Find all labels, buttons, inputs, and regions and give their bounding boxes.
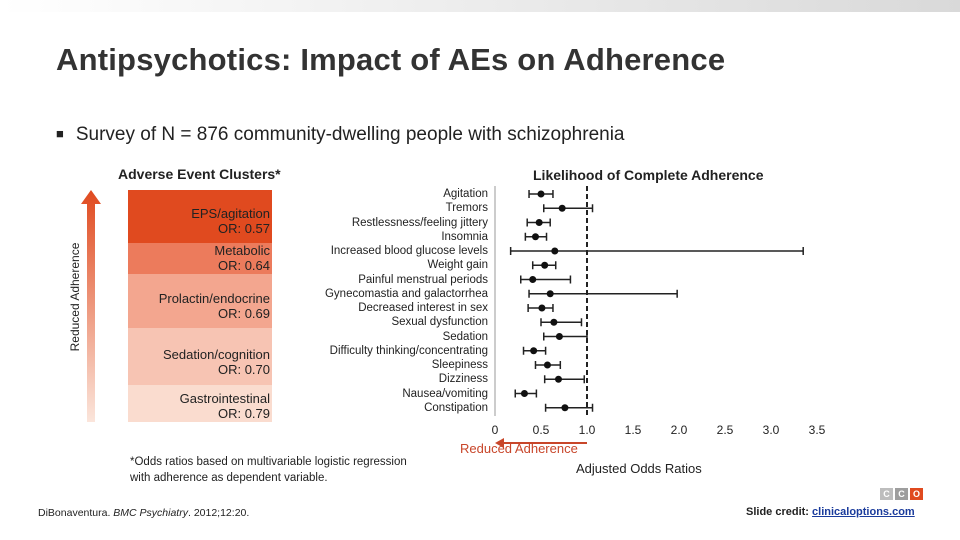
ae-label: Difficulty thinking/concentrating [329, 344, 488, 357]
or-point [530, 347, 538, 355]
cluster-or: OR: 0.57 [217, 221, 270, 236]
cluster-metabolic: Metabolic OR: 0.64 [128, 243, 272, 274]
credit-label: Slide credit: [746, 506, 813, 518]
x-tick-label: 1.5 [625, 423, 642, 437]
ae-label: Restlessness/feeling jittery [351, 216, 488, 229]
clusters-heading: Adverse Event Clusters* [118, 166, 281, 182]
bullet-text: Survey of N = 876 community-dwelling peo… [75, 124, 625, 145]
or-point [558, 204, 566, 212]
ae-label: Constipation [424, 401, 488, 414]
or-point [535, 219, 543, 226]
ae-label: Agitation [443, 188, 488, 200]
cluster-or: OR: 0.70 [217, 362, 270, 377]
logo-letter: C [895, 488, 908, 500]
ae-label: Dizziness [438, 373, 488, 386]
x-tick-label: 1.0 [579, 423, 596, 437]
or-point [537, 190, 545, 198]
or-point [554, 375, 562, 383]
citation-authors: DiBonaventura. [38, 507, 114, 519]
slide-title: Antipsychotics: Impact of AEs on Adheren… [56, 42, 726, 77]
or-point [546, 290, 554, 298]
cluster-eps-agitation: EPS/agitation OR: 0.57 [128, 190, 272, 243]
citation: DiBonaventura. BMC Psychiatry. 2012;12:2… [38, 507, 249, 519]
cluster-name: Metabolic [214, 243, 270, 258]
citation-details: . 2012;12:20. [187, 507, 250, 519]
cluster-name: Sedation/cognition [163, 347, 270, 362]
cco-logo: C C O [880, 488, 923, 500]
slide-credit: Slide credit: clinicaloptions.com [746, 506, 915, 518]
reduced-adherence-note: Reduced Adherence [460, 441, 578, 456]
or-point [543, 361, 551, 369]
bullet-square-icon: ■ [56, 126, 64, 141]
ae-label: Gynecomastia and galactorrhea [324, 287, 488, 300]
x-tick-label: 0 [492, 423, 499, 437]
or-point [531, 233, 539, 241]
chart-title: Likelihood of Complete Adherence [533, 167, 764, 183]
top-bar [0, 0, 960, 12]
ae-label: Weight gain [427, 259, 488, 272]
logo-letter: O [910, 488, 923, 500]
x-tick-label: 0.5 [533, 423, 550, 437]
up-arrow-icon [81, 190, 101, 422]
x-tick-label: 2.0 [671, 423, 688, 437]
x-tick-label: 2.5 [717, 423, 734, 437]
cluster-sedation-cognition: Sedation/cognition OR: 0.70 [128, 328, 272, 385]
cluster-or: OR: 0.79 [217, 406, 270, 421]
reduced-adherence-arrow-head [495, 438, 504, 448]
footnote-line-1: *Odds ratios based on multivariable logi… [130, 456, 407, 468]
or-point [538, 304, 546, 312]
cluster-prolactin-endocrine: Prolactin/endocrine OR: 0.69 [128, 274, 272, 328]
cluster-name: Gastrointestinal [179, 391, 270, 406]
or-point [550, 318, 558, 326]
cluster-or: OR: 0.64 [217, 258, 270, 273]
bullet-point: ■ Survey of N = 876 community-dwelling pe… [56, 124, 625, 146]
ae-label: Decreased interest in sex [358, 302, 488, 314]
credit-link[interactable]: clinicaloptions.com [812, 506, 915, 518]
ae-label: Sleepiness [431, 359, 488, 371]
cluster-gastrointestinal: Gastrointestinal OR: 0.79 [128, 385, 272, 422]
footnote-line-2: with adherence as dependent variable. [130, 472, 328, 484]
citation-journal: BMC Psychiatry [113, 507, 188, 519]
x-axis-label: Adjusted Odds Ratios [576, 461, 702, 476]
or-point [529, 276, 537, 283]
ae-label: Nausea/vomiting [402, 387, 488, 400]
or-point [555, 333, 563, 340]
ae-label: Sexual dysfunction [391, 316, 488, 329]
or-point [561, 404, 569, 412]
x-tick-label: 3.0 [763, 423, 780, 437]
or-point [551, 247, 559, 255]
ae-label: Insomnia [441, 230, 488, 243]
cluster-name: Prolactin/endocrine [158, 291, 270, 306]
ae-label: Painful menstrual periods [358, 273, 488, 286]
or-point [520, 390, 528, 397]
logo-letter: C [880, 488, 893, 500]
or-point [541, 261, 549, 269]
cluster-name: EPS/agitation [191, 206, 270, 221]
ae-label: Increased blood glucose levels [330, 245, 488, 257]
ae-label: Sedation [442, 330, 488, 343]
cluster-or: OR: 0.69 [217, 306, 270, 321]
x-tick-label: 3.5 [809, 423, 826, 437]
ae-label: Tremors [445, 202, 488, 215]
footnote: *Odds ratios based on multivariable logi… [130, 454, 407, 486]
